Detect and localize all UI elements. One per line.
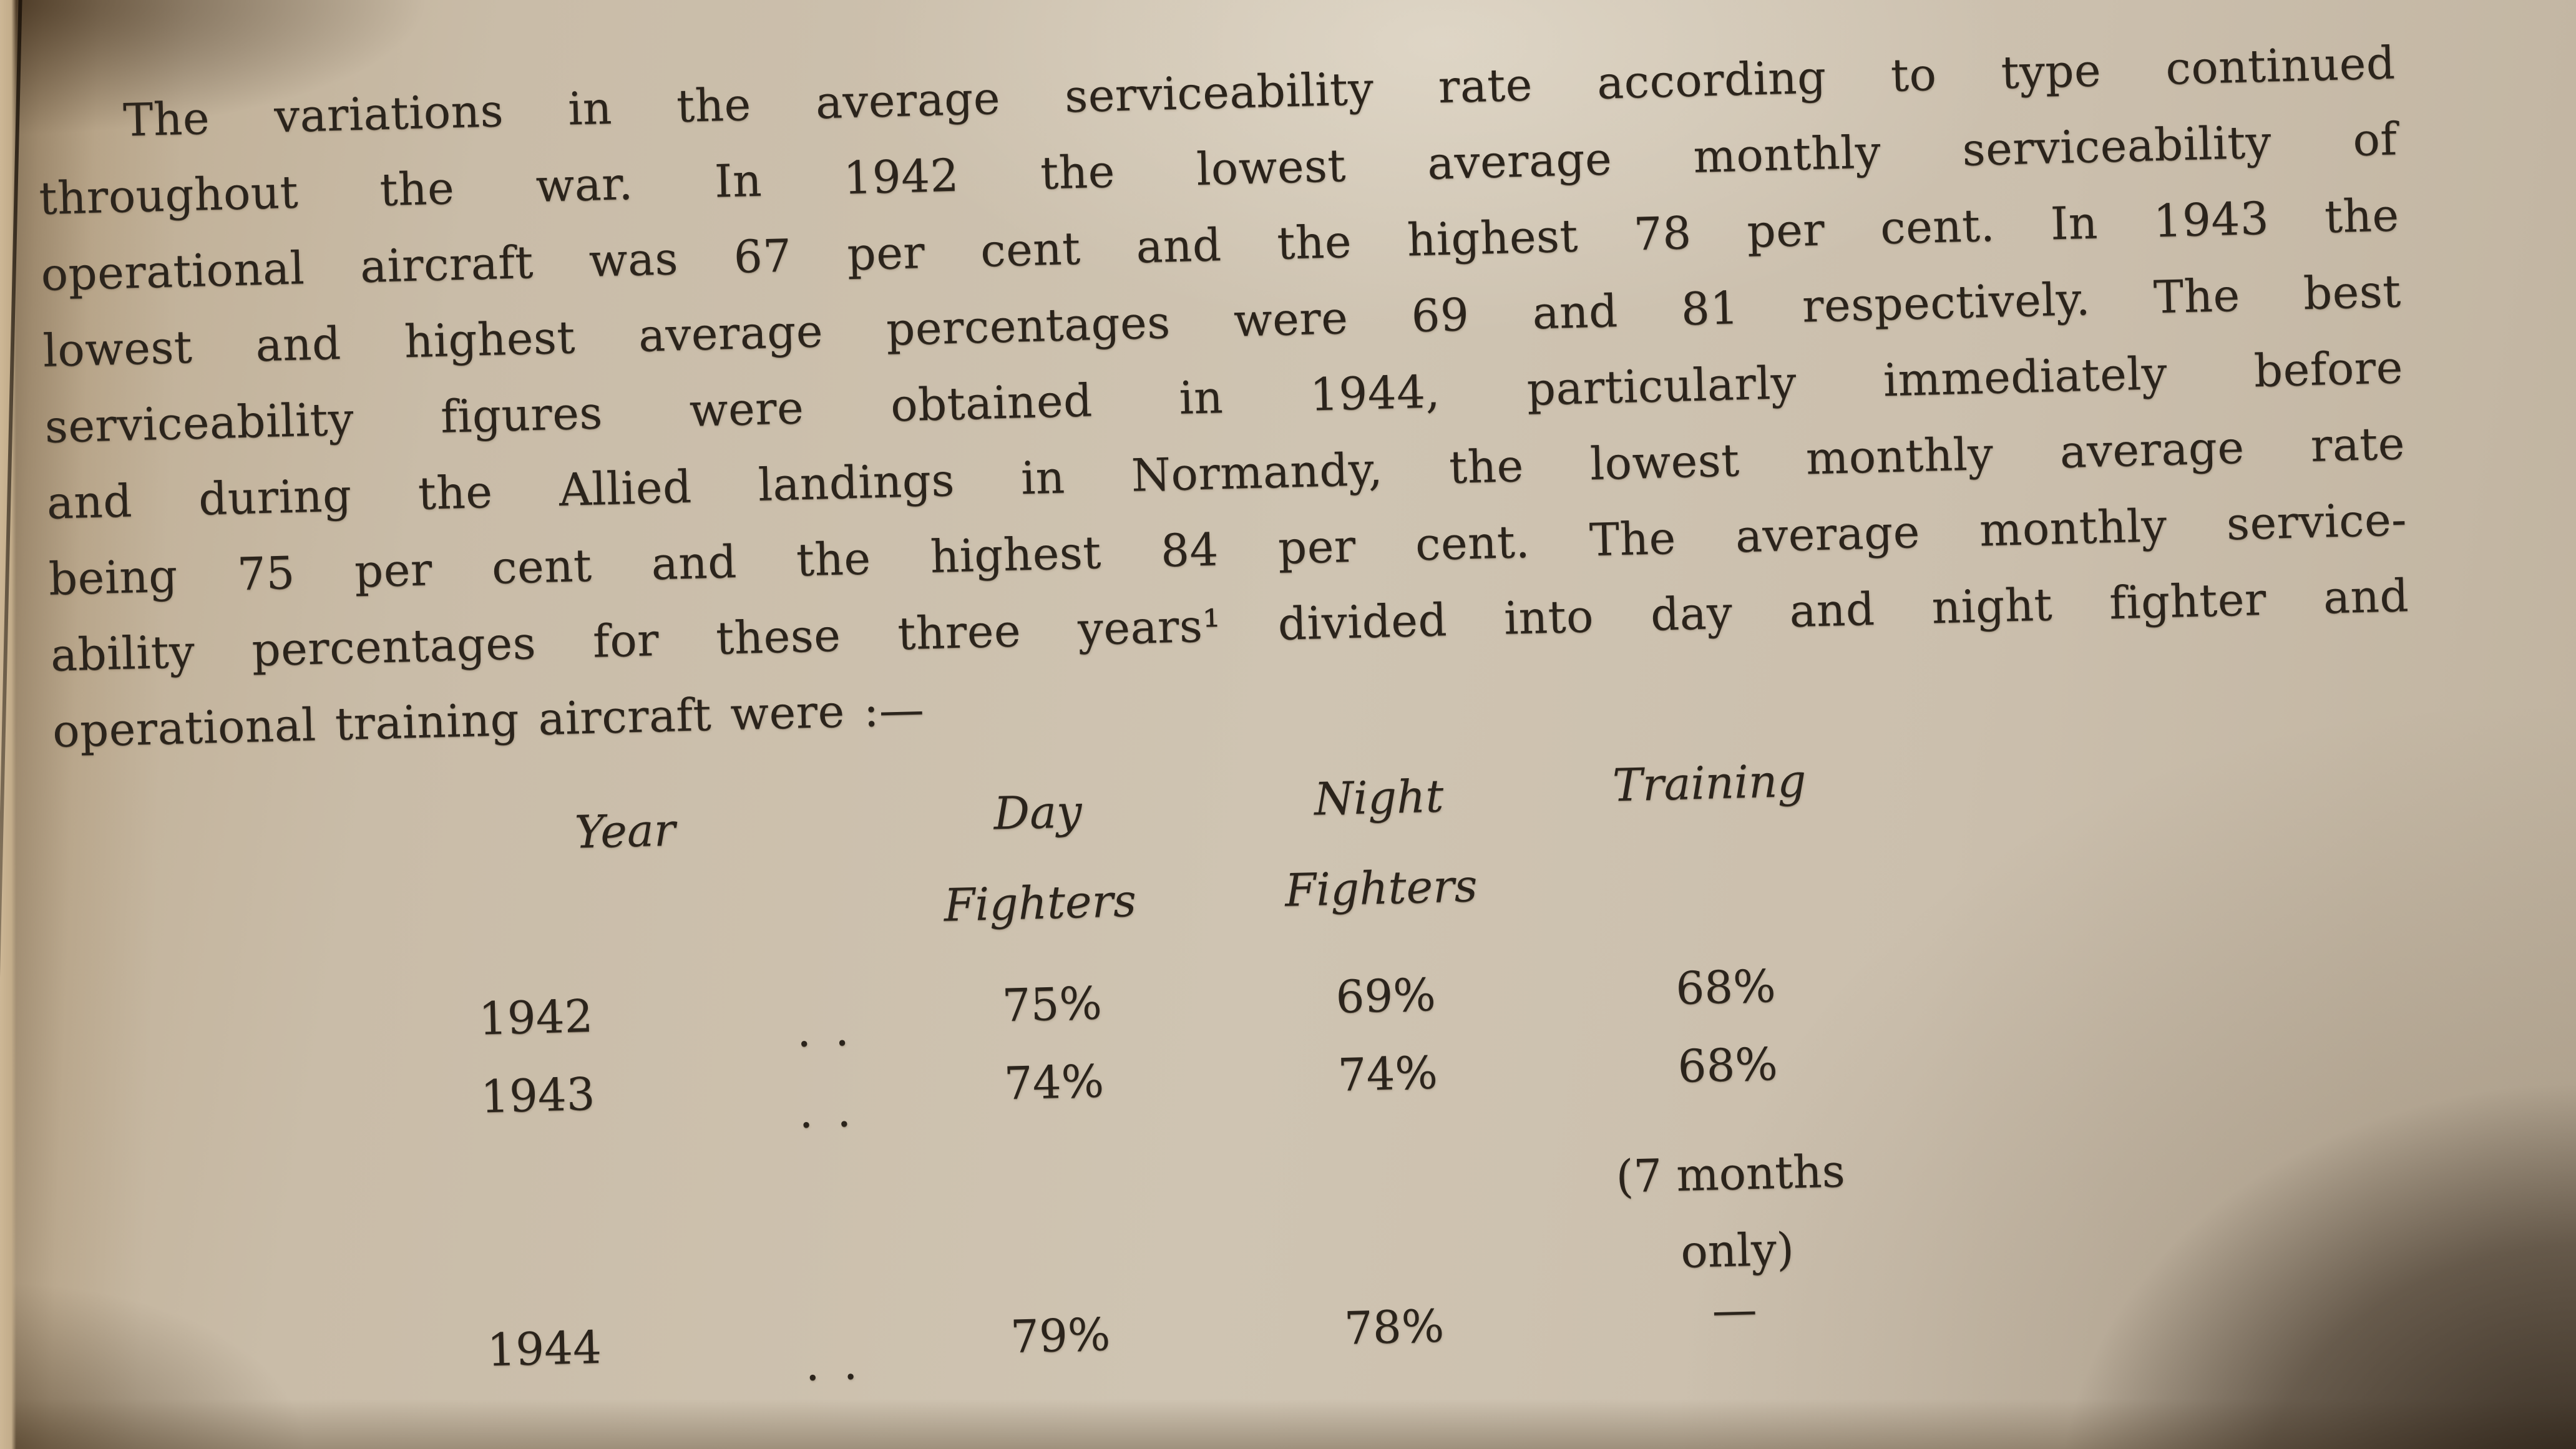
column-header-day-fighters-line1: Day [993,784,1083,840]
leader-dots: .. [804,1336,882,1391]
column-header-night-fighters-line1: Night [1313,769,1445,826]
training-note-line2: only) [1680,1222,1795,1278]
cell-day-fighters: 74% [1003,1055,1105,1110]
cell-night-fighters: 74% [1337,1046,1438,1101]
cell-year: 1943 [480,1067,596,1123]
training-note-line1: (7 months [1615,1144,1846,1203]
cell-training: 68% [1675,959,1777,1015]
column-header-night-fighters-line2: Fighters [1284,859,1478,917]
leader-dots: .. [796,1002,874,1057]
cell-day-fighters: 79% [1010,1308,1111,1364]
cell-training-dash: — [1711,1282,1757,1337]
paragraph: The variations in the average serviceabi… [36,24,2412,769]
cell-year: 1942 [478,989,594,1045]
column-header-year: Year [573,803,676,859]
cell-year: 1944 [486,1320,602,1377]
cell-night-fighters: 69% [1335,968,1437,1023]
column-header-training: Training [1612,754,1807,812]
cell-training: 68% [1677,1037,1778,1093]
page-content: The variations in the average serviceabi… [36,24,2431,1449]
cell-day-fighters: 75% [1001,977,1103,1032]
cell-night-fighters: 78% [1344,1299,1445,1355]
leader-dots: .. [798,1083,876,1138]
column-header-day-fighters-line2: Fighters [943,874,1137,932]
